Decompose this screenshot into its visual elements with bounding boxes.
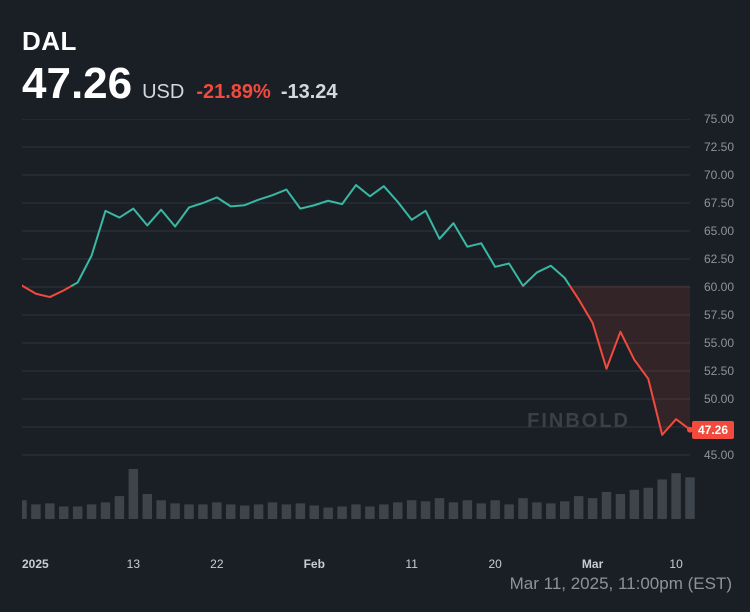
y-tick-label: 62.50 — [704, 252, 734, 266]
x-tick-label: 20 — [488, 557, 501, 571]
last-price: 47.26 — [22, 59, 132, 109]
ticker-symbol: DAL — [22, 26, 736, 57]
y-tick-label: 52.50 — [704, 364, 734, 378]
y-tick-label: 55.00 — [704, 336, 734, 350]
timestamp: Mar 11, 2025, 11:00pm (EST) — [510, 574, 732, 594]
x-tick-label: Feb — [304, 557, 325, 571]
x-tick-label: 2025 — [22, 557, 49, 571]
x-tick-label: Mar — [582, 557, 603, 571]
y-tick-label: 75.00 — [704, 112, 734, 126]
last-price-tag: 47.26 — [692, 421, 734, 439]
chart-svg — [22, 119, 734, 539]
absolute-change: -13.24 — [281, 81, 338, 104]
y-tick-label: 72.50 — [704, 140, 734, 154]
x-tick-label: 10 — [669, 557, 682, 571]
y-tick-label: 70.00 — [704, 168, 734, 182]
currency-label: USD — [142, 81, 184, 104]
y-tick-label: 60.00 — [704, 280, 734, 294]
chart-card: DAL 47.26 USD -21.89% -13.24 75.00 72.50 7… — [0, 0, 750, 612]
x-tick-label: 22 — [210, 557, 223, 571]
quote-header: DAL 47.26 USD -21.89% -13.24 — [22, 26, 736, 109]
price-line: 47.26 USD -21.89% -13.24 — [22, 59, 736, 109]
y-tick-label: 57.50 — [704, 308, 734, 322]
x-tick-label: 13 — [127, 557, 140, 571]
y-tick-label: 67.50 — [704, 196, 734, 210]
x-tick-label: 11 — [405, 557, 417, 571]
y-tick-label: 45.00 — [704, 448, 734, 462]
price-chart[interactable]: 75.0072.5070.0067.5065.0062.5060.0057.50… — [22, 119, 734, 539]
percent-change: -21.89% — [196, 81, 271, 104]
y-tick-label: 65.00 — [704, 224, 734, 238]
y-tick-label: 50.00 — [704, 392, 734, 406]
